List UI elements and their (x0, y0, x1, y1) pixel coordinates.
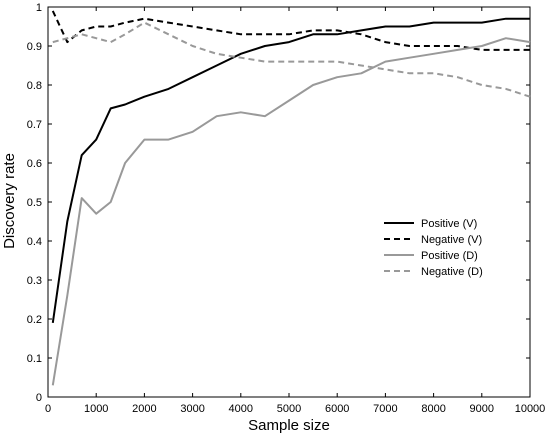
x-tick-label: 0 (45, 403, 51, 415)
y-tick-label: 0.5 (27, 197, 42, 209)
x-axis-title: Sample size (248, 417, 330, 434)
y-tick-label: 0.9 (27, 41, 42, 53)
y-tick-label: 0 (36, 392, 42, 404)
y-tick-label: 0.6 (27, 158, 42, 170)
legend-label-3: Negative (D) (421, 266, 483, 278)
y-tick-label: 0.7 (27, 119, 42, 131)
legend-label-2: Positive (D) (421, 250, 478, 262)
x-tick-label: 4000 (229, 403, 253, 415)
legend-label-1: Negative (V) (421, 234, 482, 246)
x-tick-label: 5000 (277, 403, 301, 415)
x-tick-label: 6000 (325, 403, 349, 415)
plot-area-frame (47, 6, 531, 398)
x-tick-label: 8000 (421, 403, 445, 415)
legend-label-0: Positive (V) (421, 218, 477, 230)
y-axis-title: Discovery rate (1, 153, 18, 249)
series-line-2 (51, 37, 531, 386)
series-line-3 (52, 21, 531, 98)
x-tick-label: 3000 (180, 403, 204, 415)
y-tick-label: 0.3 (27, 275, 42, 287)
x-tick-label: 9000 (470, 403, 494, 415)
y-tick-label: 0.1 (27, 353, 42, 365)
y-tick-label: 0.8 (27, 80, 42, 92)
series-line-0 (51, 17, 530, 324)
y-tick-label: 1 (36, 2, 42, 14)
series-line-1 (51, 10, 530, 51)
y-tick-label: 0.2 (27, 314, 42, 326)
x-tick-label: 2000 (132, 403, 156, 415)
x-tick-label: 1000 (84, 403, 108, 415)
y-tick-label: 0.4 (27, 236, 42, 248)
x-tick-label: 7000 (373, 403, 397, 415)
x-tick-label: 10000 (515, 403, 545, 415)
